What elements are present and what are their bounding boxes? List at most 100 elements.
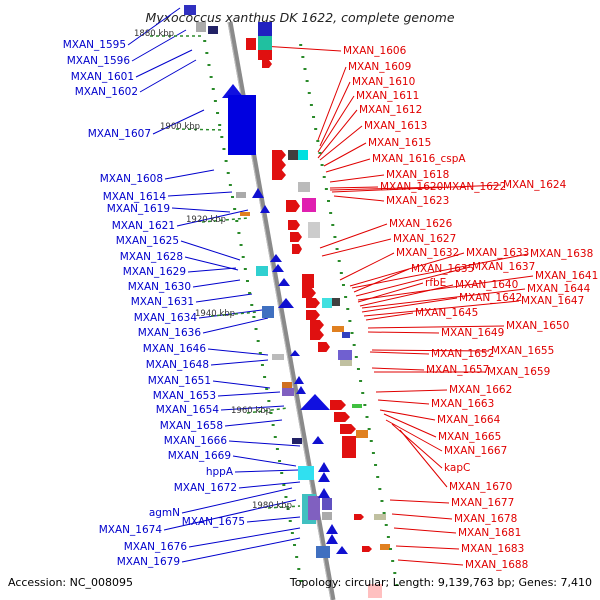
gene-label-right[interactable]: MXAN_1665 [438,431,501,443]
forward-gene-arrow [318,488,330,498]
gene-label-right[interactable]: rfbE [425,277,446,289]
gene-label-left[interactable]: MXAN_1621 [112,220,175,232]
scale-tick [267,400,271,402]
gene-block [256,266,268,276]
gene-label-left[interactable]: MXAN_1629 [123,266,186,278]
gene-label-right[interactable]: MXAN_1688 [465,559,528,571]
gene-label-right[interactable]: MXAN_1664 [437,414,501,426]
gene-label-left[interactable]: MXAN_1653 [153,390,216,402]
gene-label-right[interactable]: MXAN_1616_cspA [372,153,466,165]
gene-label-right[interactable]: MXAN_1626 [389,218,453,230]
gene-label-right[interactable]: MXAN_1606 [343,45,407,57]
genome-summary-text: Topology: circular; Length: 9,139,763 bp… [289,576,592,589]
gene-label-right[interactable]: MXAN_1632 [396,247,459,259]
gene-label-left[interactable]: MXAN_1631 [131,296,194,308]
gene-label-left[interactable]: MXAN_1654 [156,404,220,416]
gene-label-left[interactable]: MXAN_1674 [99,524,163,536]
gene-label-left[interactable]: hppA [206,466,234,478]
gene-label-right[interactable]: MXAN_1663 [431,398,494,410]
gene-label-right[interactable]: MXAN_1652 [431,348,494,360]
gene-label-left[interactable]: MXAN_1601 [71,71,134,83]
gene-label-right[interactable]: MXAN_1627 [393,233,456,245]
gene-label-right[interactable]: kapC [444,462,470,474]
gene-block [316,546,330,558]
gene-block [368,584,382,598]
gene-label-right[interactable]: MXAN_1620 [380,181,443,193]
gene-label-left[interactable]: MXAN_1666 [164,435,228,447]
connector-line-right [321,238,392,257]
gene-label-right[interactable]: MXAN_1681 [458,527,521,539]
gene-label-right[interactable]: MXAN_1633 [466,247,529,259]
gene-label-right[interactable]: MXAN_1622 [443,181,506,193]
gene-block [374,514,386,520]
gene-label-right[interactable]: MXAN_1667 [444,445,507,457]
connector-line-right [317,95,355,153]
gene-label-left[interactable]: MXAN_1614 [103,191,167,203]
gene-label-left[interactable]: MXAN_1646 [143,343,207,355]
gene-label-right[interactable]: MXAN_1650 [506,320,569,332]
gene-label-right[interactable]: MXAN_1615 [368,137,431,149]
gene-label-right[interactable]: MXAN_1610 [352,76,415,88]
gene-label-left[interactable]: MXAN_1628 [120,251,183,263]
gene-label-left[interactable]: MXAN_1651 [148,375,211,387]
gene-label-left[interactable]: MXAN_1669 [168,450,231,462]
gene-label-left[interactable]: MXAN_1648 [146,359,209,371]
gene-label-left[interactable]: MXAN_1602 [75,86,138,98]
gene-label-right[interactable]: MXAN_1640 [455,279,518,291]
reverse-gene-arrow [310,320,324,330]
gene-label-left[interactable]: MXAN_1607 [88,128,151,140]
scale-tick [239,244,243,246]
gene-label-left[interactable]: MXAN_1672 [174,482,237,494]
scale-ticks [150,35,399,586]
gene-label-right[interactable]: MXAN_1659 [487,366,550,378]
gene-label-right[interactable]: MXAN_1662 [449,384,512,396]
gene-label-right[interactable]: MXAN_1609 [348,61,411,73]
gene-label-right[interactable]: MXAN_1642 [459,292,522,304]
gene-label-left[interactable]: MXAN_1636 [138,327,202,339]
gene-label-right[interactable]: MXAN_1611 [356,90,419,102]
gene-block [196,22,206,32]
gene-label-right[interactable]: MXAN_1613 [364,120,427,132]
gene-label-left[interactable]: agmN [149,507,180,519]
scale-tick [395,584,399,586]
gene-label-right[interactable]: MXAN_1623 [386,195,449,207]
gene-label-right[interactable]: MXAN_1683 [461,543,524,555]
gene-label-right[interactable]: MXAN_1678 [454,513,517,525]
gene-label-right[interactable]: MXAN_1645 [415,307,478,319]
gene-label-left[interactable]: MXAN_1658 [160,420,223,432]
gene-label-right[interactable]: MXAN_1647 [521,295,584,307]
connector-line-right [369,351,430,355]
scale-tick [324,188,328,190]
gene-label-right[interactable]: MXAN_1638 [530,248,593,260]
scale-tick [260,364,264,366]
gene-label-right[interactable]: MXAN_1624 [503,179,567,191]
gene-block [340,360,352,366]
gene-label-left[interactable]: MXAN_1679 [117,556,180,568]
gene-label-right[interactable]: MXAN_1641 [535,270,598,282]
gene-label-left[interactable]: MXAN_1619 [107,203,170,215]
gene-features [184,5,390,598]
gene-label-right[interactable]: MXAN_1644 [527,283,591,295]
scale-tick [376,476,380,478]
gene-label-left[interactable]: MXAN_1596 [67,55,131,67]
gene-label-right[interactable]: MXAN_1618 [386,169,449,181]
gene-label-left[interactable]: MXAN_1675 [182,516,245,528]
gene-label-right[interactable]: MXAN_1637 [472,261,535,273]
gene-block [352,404,362,408]
gene-label-left[interactable]: MXAN_1595 [63,39,126,51]
gene-label-left[interactable]: MXAN_1676 [124,541,188,553]
gene-label-left[interactable]: MXAN_1630 [128,281,191,293]
gene-label-right[interactable]: MXAN_1670 [449,481,512,493]
connector-line-left [228,440,301,447]
gene-label-left[interactable]: MXAN_1634 [134,312,198,324]
gene-label-right[interactable]: MXAN_1635 [411,263,474,275]
gene-label-right[interactable]: MXAN_1657 [426,364,489,376]
gene-label-right[interactable]: MXAN_1677 [451,497,514,509]
scale-label-1960: 1960 kbp [231,406,271,416]
gene-label-left[interactable]: MXAN_1608 [100,173,163,185]
connector-line-right [395,545,460,550]
gene-label-right[interactable]: MXAN_1655 [491,345,554,357]
gene-label-right[interactable]: MXAN_1649 [441,327,504,339]
gene-label-left[interactable]: MXAN_1625 [116,235,179,247]
gene-label-right[interactable]: MXAN_1612 [359,104,422,116]
